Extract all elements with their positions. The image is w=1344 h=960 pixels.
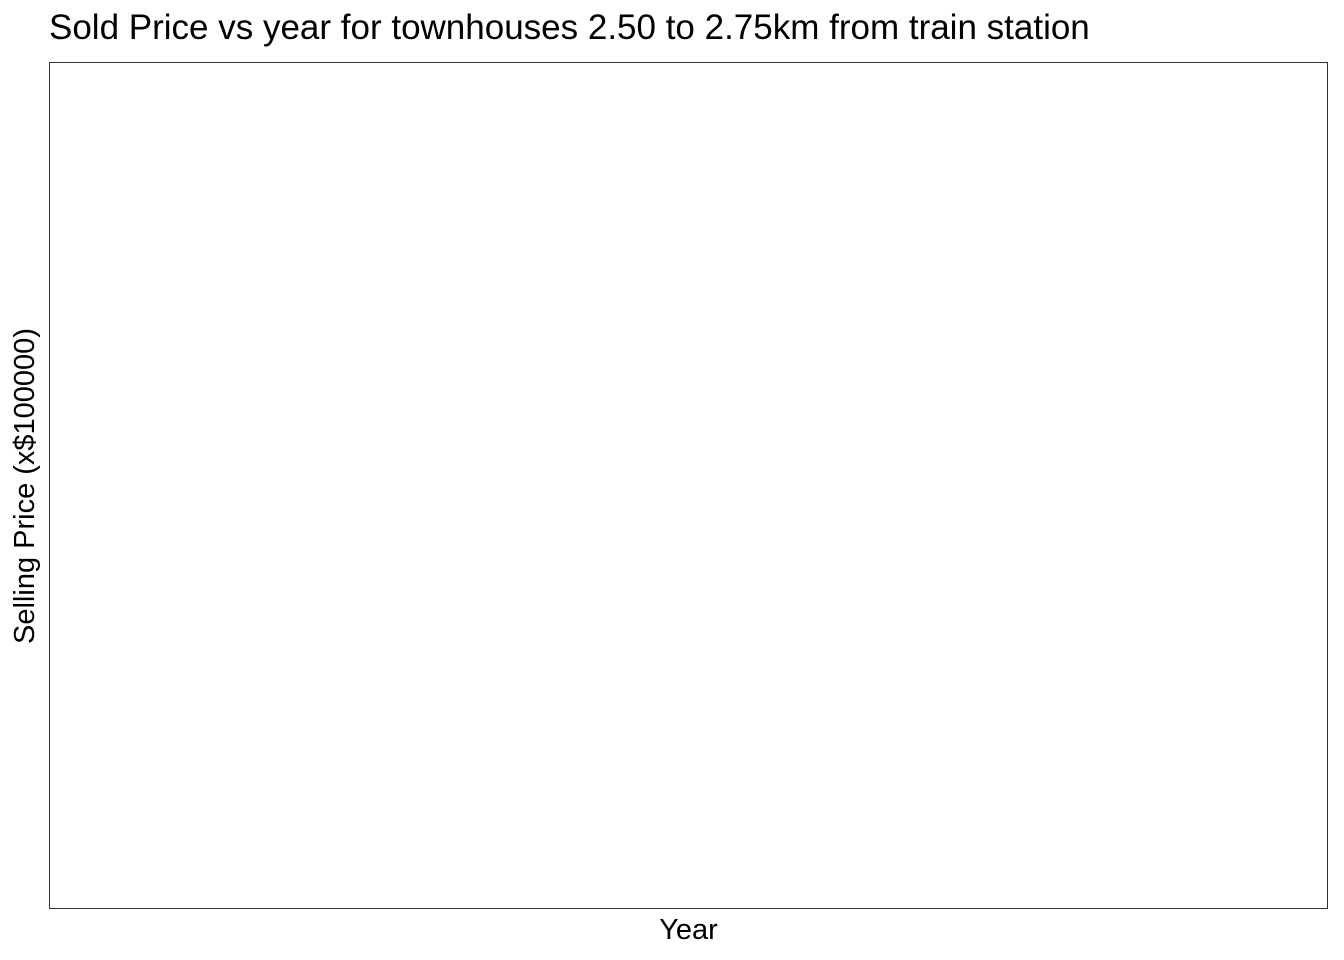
x-axis-label: Year [659,914,718,946]
y-axis-label: Selling Price (x$100000) [9,328,41,644]
chart-title: Sold Price vs year for townhouses 2.50 t… [49,8,1090,47]
plot-area [49,62,1328,909]
plot-svg [50,63,1327,908]
